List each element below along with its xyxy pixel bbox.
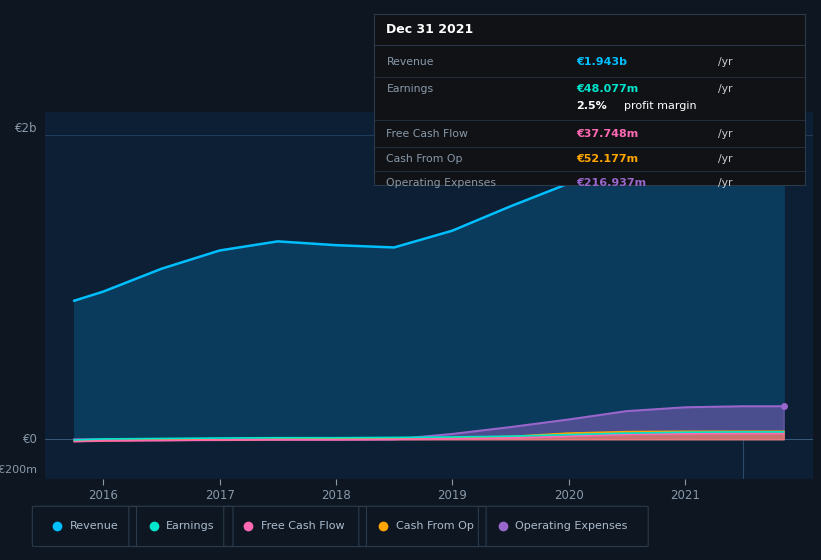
Text: Cash From Op: Cash From Op <box>387 154 463 164</box>
Text: /yr: /yr <box>718 57 733 67</box>
Text: €216.937m: €216.937m <box>576 178 646 188</box>
Text: €52.177m: €52.177m <box>576 154 638 164</box>
Text: Free Cash Flow: Free Cash Flow <box>387 129 468 138</box>
Text: -€200m: -€200m <box>0 465 38 475</box>
Text: 2.5%: 2.5% <box>576 101 607 111</box>
Text: Free Cash Flow: Free Cash Flow <box>261 521 344 531</box>
Text: Earnings: Earnings <box>166 521 214 531</box>
Text: /yr: /yr <box>718 178 733 188</box>
Text: €37.748m: €37.748m <box>576 129 639 138</box>
Text: Revenue: Revenue <box>387 57 434 67</box>
Text: €0: €0 <box>23 433 38 446</box>
Text: /yr: /yr <box>718 129 733 138</box>
Text: Dec 31 2021: Dec 31 2021 <box>387 23 474 36</box>
Text: Earnings: Earnings <box>387 84 433 94</box>
Text: €1.943b: €1.943b <box>576 57 627 67</box>
Text: Cash From Op: Cash From Op <box>396 521 474 531</box>
Text: /yr: /yr <box>718 154 733 164</box>
Text: Operating Expenses: Operating Expenses <box>516 521 628 531</box>
Text: Operating Expenses: Operating Expenses <box>387 178 497 188</box>
Text: profit margin: profit margin <box>624 101 696 111</box>
Text: €48.077m: €48.077m <box>576 84 639 94</box>
Text: Revenue: Revenue <box>70 521 118 531</box>
Text: €2b: €2b <box>15 122 38 135</box>
Text: /yr: /yr <box>718 84 733 94</box>
